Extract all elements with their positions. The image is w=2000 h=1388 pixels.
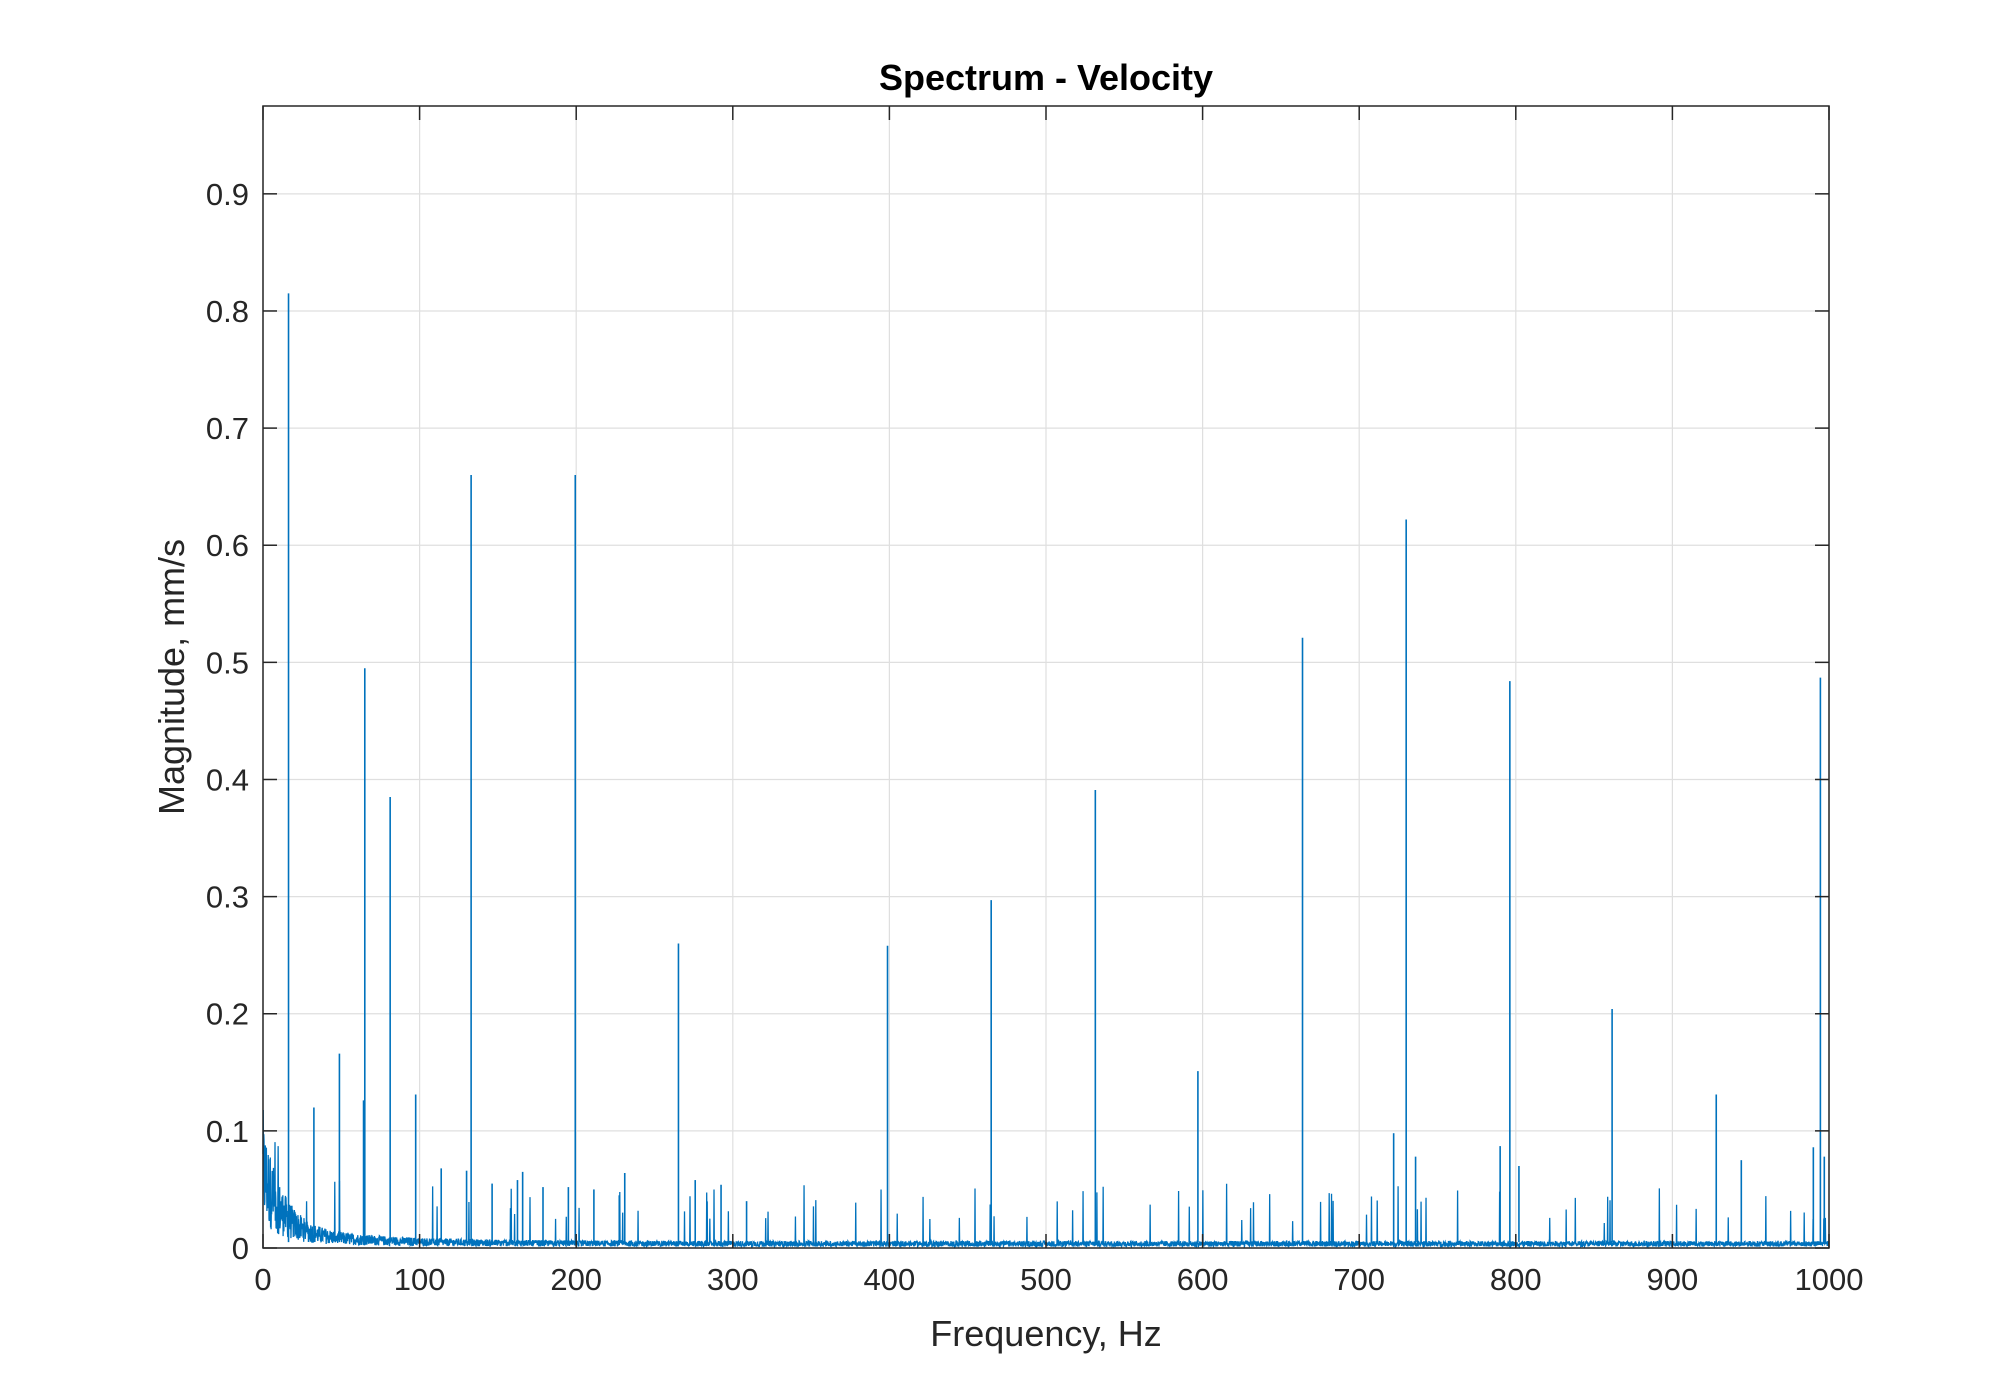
y-tick-label: 0.6 xyxy=(206,528,249,563)
axis-ticks xyxy=(262,106,1830,1249)
x-tick-label: 400 xyxy=(864,1262,916,1297)
x-tick-label: 300 xyxy=(707,1262,759,1297)
y-tick-labels: 0 0.1 0.2 0.3 0.4 0.5 0.6 0.7 0.8 0.9 xyxy=(206,177,249,1266)
x-tick-label: 600 xyxy=(1177,1262,1229,1297)
x-axis-label: Frequency, Hz xyxy=(930,1313,1161,1354)
y-tick-label: 0.8 xyxy=(206,294,249,329)
x-tick-label: 200 xyxy=(550,1262,602,1297)
y-tick-label: 0.1 xyxy=(206,1114,249,1149)
y-tick-label: 0.7 xyxy=(206,411,249,446)
x-tick-label: 500 xyxy=(1020,1262,1072,1297)
chart-title: Spectrum - Velocity xyxy=(879,57,1213,98)
x-tick-labels: 0 100 200 300 400 500 600 700 800 900 1000 xyxy=(254,1262,1863,1297)
y-axis-label: Magnitude, mm/s xyxy=(151,539,192,815)
x-tick-label: 1000 xyxy=(1795,1262,1864,1297)
y-tick-label: 0.3 xyxy=(206,880,249,915)
x-tick-label: 800 xyxy=(1490,1262,1542,1297)
x-tick-label: 0 xyxy=(254,1262,271,1297)
x-tick-label: 100 xyxy=(394,1262,446,1297)
y-tick-label: 0.4 xyxy=(206,762,249,797)
y-tick-label: 0.5 xyxy=(206,645,249,680)
y-tick-label: 0.2 xyxy=(206,997,249,1032)
y-tick-label: 0 xyxy=(232,1231,249,1266)
x-tick-label: 900 xyxy=(1647,1262,1699,1297)
x-tick-label: 700 xyxy=(1333,1262,1385,1297)
y-tick-label: 0.9 xyxy=(206,177,249,212)
